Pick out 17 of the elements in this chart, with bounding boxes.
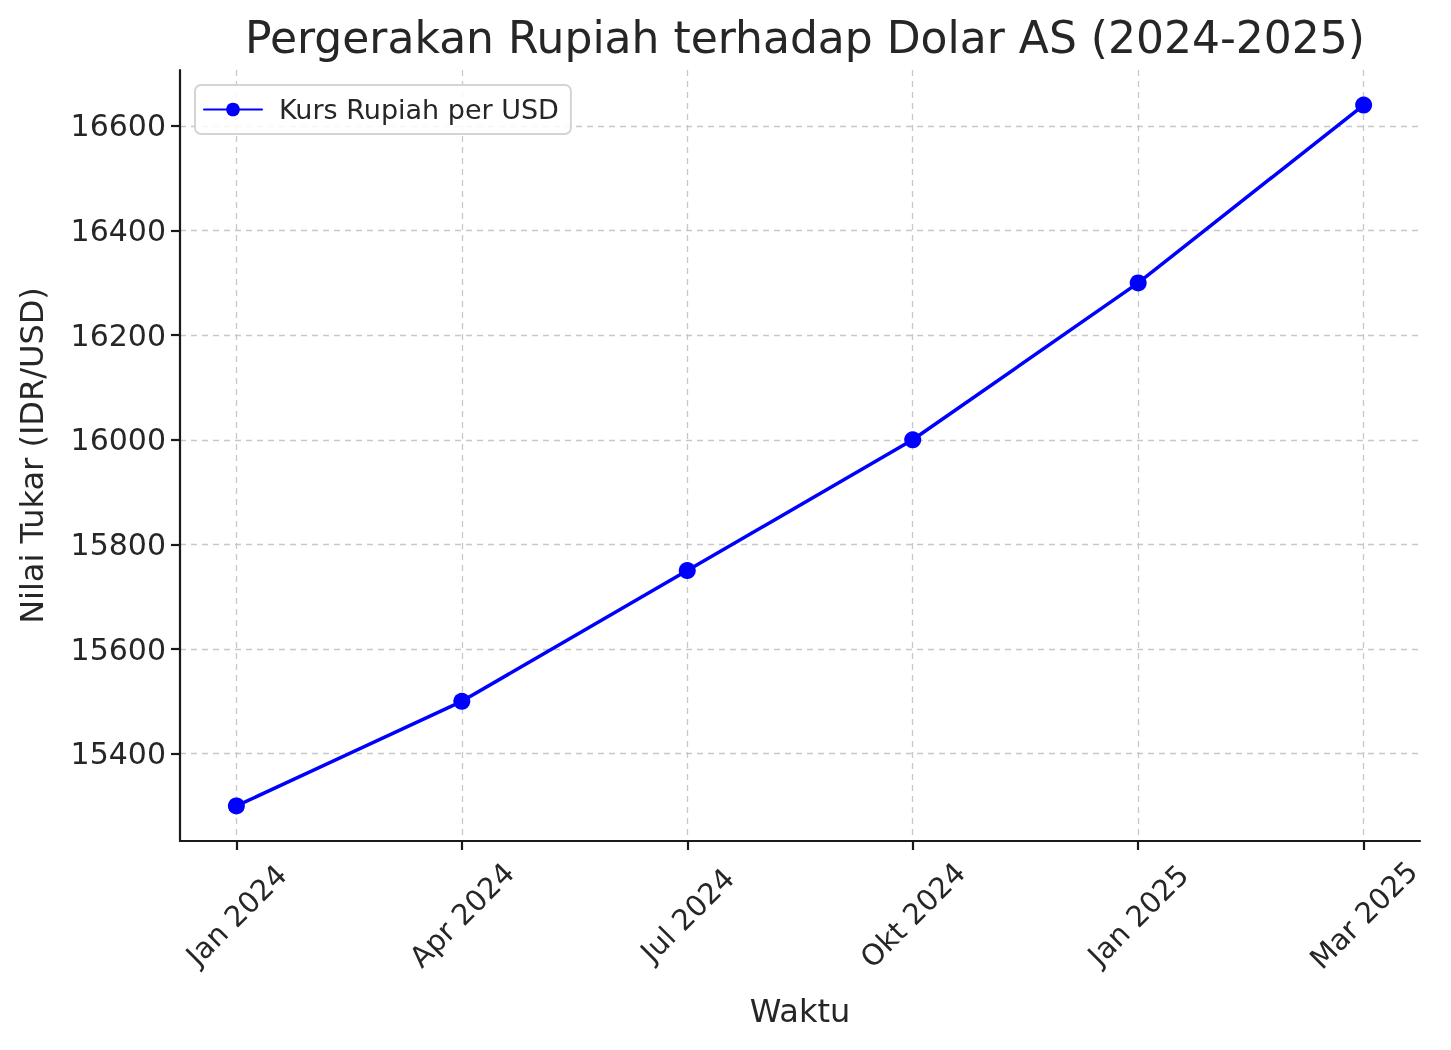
y-tick-label: 15800 [70,526,166,562]
point [904,431,922,449]
point [1129,274,1147,292]
x-axis-title: Waktu [749,992,851,1030]
y-tick-label: 15400 [70,736,166,772]
y-axis-title: Nilai Tukar (IDR/USD) [13,287,51,624]
point [678,562,696,580]
y-tick-label: 16600 [70,108,166,144]
chart-title: Pergerakan Rupiah terhadap Dolar AS (2024-2025) [245,11,1365,63]
point [453,692,471,710]
y-tick-label: 15600 [70,631,166,667]
y-tick-label: 16400 [70,213,166,249]
y-tick-label: 16200 [70,317,166,353]
point [1355,96,1373,114]
y-tick-label: 16000 [70,422,166,458]
legend-label: Kurs Rupiah per USD [279,94,559,125]
point [227,797,245,815]
